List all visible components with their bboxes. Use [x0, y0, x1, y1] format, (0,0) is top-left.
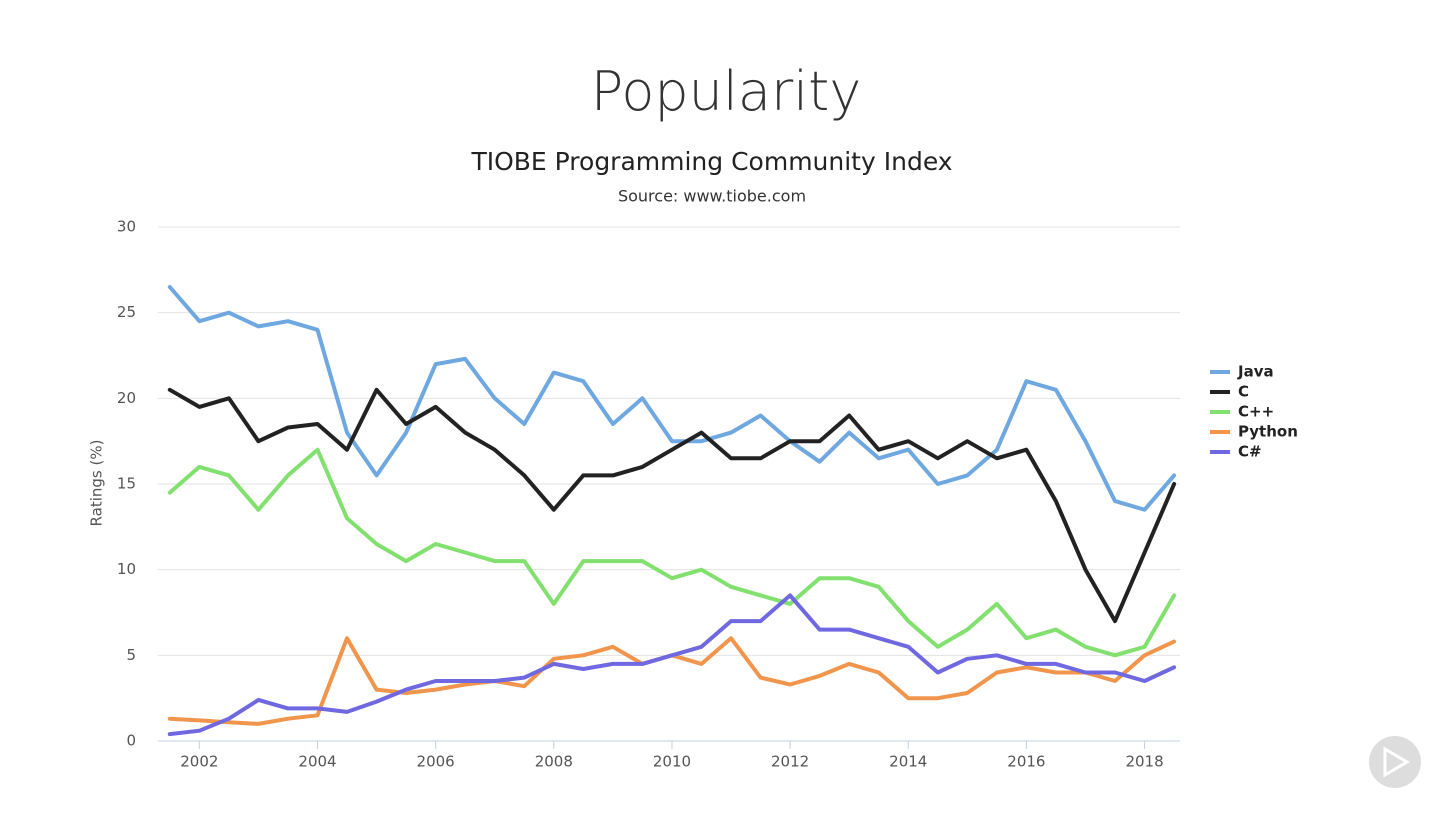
chart-title: TIOBE Programming Community Index [470, 147, 952, 176]
y-tick-label: 5 [126, 646, 136, 664]
chart-subtitle: Source: www.tiobe.com [618, 187, 806, 206]
series-line [167, 593, 1177, 737]
play-icon[interactable] [1383, 746, 1410, 778]
legend-label: C# [1238, 443, 1262, 461]
slide-title: Popularity [591, 60, 862, 123]
legend-label: C++ [1238, 403, 1274, 421]
y-axis-title: Ratings (%) [88, 440, 106, 527]
x-tick-label: 2018 [1125, 753, 1163, 771]
x-tick-label: 2004 [298, 753, 336, 771]
y-tick-label: 0 [126, 732, 136, 750]
series-line [167, 447, 1177, 658]
y-tick-label: 25 [117, 303, 136, 321]
x-tick-label: 2014 [889, 753, 927, 771]
legend-label: Java [1237, 363, 1274, 381]
x-tick-label: 2016 [1007, 753, 1045, 771]
play-button[interactable] [1369, 736, 1421, 788]
y-tick-label: 30 [117, 218, 136, 236]
series-line [167, 636, 1177, 726]
x-tick-label: 2012 [771, 753, 809, 771]
y-tick-label: 15 [117, 475, 136, 493]
y-tick-label: 20 [117, 389, 136, 407]
x-tick-label: 2008 [535, 753, 573, 771]
x-tick-label: 2010 [653, 753, 691, 771]
series-line [167, 387, 1177, 624]
legend-label: Python [1238, 423, 1298, 441]
legend-label: C [1238, 383, 1249, 401]
x-tick-label: 2006 [417, 753, 455, 771]
y-tick-label: 10 [117, 560, 136, 578]
play-circle[interactable] [1369, 736, 1421, 788]
series-line [167, 285, 1177, 512]
x-tick-label: 2002 [180, 753, 218, 771]
